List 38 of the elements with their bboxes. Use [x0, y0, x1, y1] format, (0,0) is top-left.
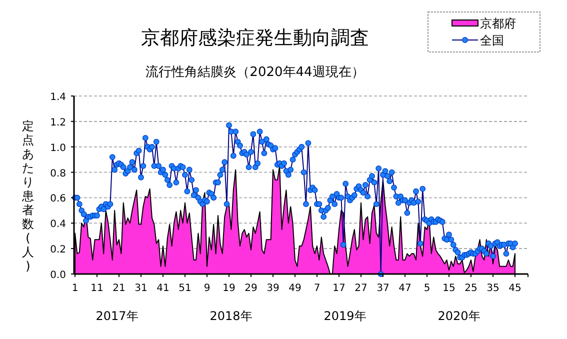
x-tick-label: 9: [204, 283, 210, 294]
x-tick-label: 47: [398, 283, 412, 294]
y-tick-label: 0.6: [50, 194, 66, 205]
y-tick-label: 0.2: [50, 244, 66, 256]
x-tick-label: 11: [90, 283, 104, 294]
x-tick-label: 29: [244, 283, 258, 294]
x-tick-label: 39: [266, 283, 280, 294]
x-tick-label: 7: [314, 283, 320, 294]
x-tick-label: 31: [134, 283, 148, 294]
y-tick-label: 1.2: [50, 117, 66, 128]
y-tick-label: 1.4: [50, 92, 66, 103]
chart-subtitle: 流行性角結膜炎（2020年44週現在）: [146, 64, 364, 80]
text: 2019年: [324, 309, 366, 323]
y-tick-label: 0.4: [50, 219, 66, 230]
y-tick-label: 0.8: [50, 168, 66, 180]
y-tick-label: 1.0: [50, 142, 66, 154]
x-tick-label: 45: [508, 283, 522, 294]
x-tick-label: 41: [156, 283, 170, 294]
x-tick-label: 17: [332, 283, 346, 294]
legend-label: 京都府: [480, 16, 516, 30]
text: 2017年: [96, 309, 138, 323]
x-tick-label: 27: [354, 283, 368, 294]
chart-title: 京都府感染症発生動向調査: [141, 27, 369, 49]
x-tick-label: 51: [178, 283, 192, 294]
x-tick-label: 35: [486, 283, 500, 294]
text: 2018年: [210, 309, 252, 323]
x-tick-label: 5: [424, 283, 430, 294]
x-tick-label: 21: [112, 283, 126, 294]
x-tick-label: 1: [72, 283, 78, 294]
x-tick-label: 15: [442, 283, 456, 294]
x-tick-label: 25: [464, 283, 478, 294]
text: 定点あたり患者数(人): [22, 119, 34, 273]
x-tick-label: 49: [288, 283, 302, 294]
y-tick-label: 0.0: [50, 270, 66, 281]
x-tick-label: 37: [376, 283, 390, 294]
x-tick-label: 19: [222, 283, 236, 294]
text: 2020年: [438, 309, 480, 323]
legend-label: 全国: [480, 34, 504, 48]
